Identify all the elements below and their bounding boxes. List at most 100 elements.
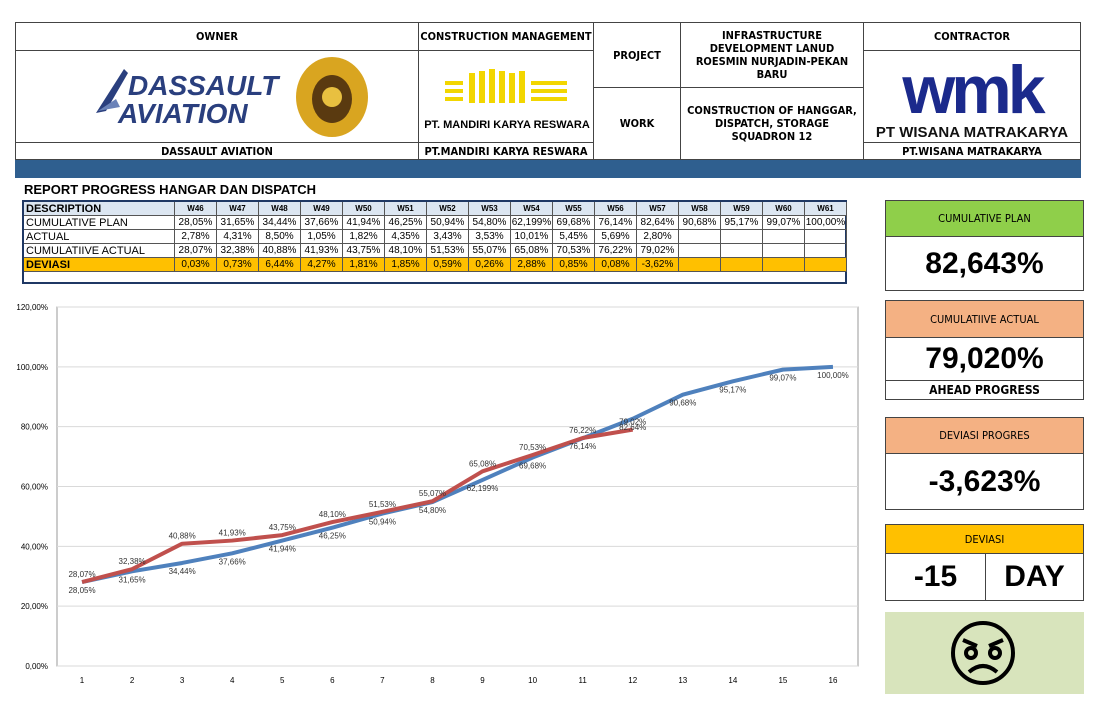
- owner-logo: DASSAULT AVIATION: [96, 57, 368, 137]
- table-cell: 43,75%: [343, 244, 385, 258]
- data-label: 51,53%: [369, 500, 396, 509]
- table-cell: 5,45%: [553, 230, 595, 244]
- data-label: 40,88%: [169, 532, 196, 541]
- table-cell: 99,07%: [763, 216, 805, 230]
- table-cell: 46,25%: [385, 216, 427, 230]
- table-cell: 0,73%: [217, 258, 259, 272]
- data-label: 48,10%: [319, 510, 346, 519]
- empty-cell: [805, 230, 847, 244]
- empty-cell: [763, 244, 805, 258]
- owner-logo-text: DASSAULT: [128, 70, 281, 101]
- data-label: 95,17%: [719, 385, 746, 394]
- table-cell: 41,93%: [301, 244, 343, 258]
- table-cell: 41,94%: [343, 216, 385, 230]
- data-label: 69,68%: [519, 462, 546, 471]
- table-cell: 82,64%: [637, 216, 679, 230]
- table-cell: 79,02%: [637, 244, 679, 258]
- table-cell: 2,88%: [511, 258, 553, 272]
- table-cell: 70,53%: [553, 244, 595, 258]
- table-header: W57: [637, 202, 679, 216]
- data-label: 90,68%: [669, 399, 696, 408]
- table-header: W47: [217, 202, 259, 216]
- project-label: PROJECT: [593, 22, 681, 88]
- table-cell: -3,62%: [637, 258, 679, 272]
- mood-box: [885, 612, 1084, 694]
- table-cell: 3,53%: [469, 230, 511, 244]
- x-tick-label: 12: [628, 676, 637, 685]
- empty-cell: [805, 258, 847, 272]
- x-tick-label: 7: [380, 676, 385, 685]
- contractor-title: CONTRACTOR: [863, 22, 1081, 51]
- series-line: [81, 364, 834, 585]
- table-cell: 48,10%: [385, 244, 427, 258]
- data-label: 43,75%: [269, 523, 296, 532]
- table-cell: 28,05%: [175, 216, 217, 230]
- empty-cell: [763, 258, 805, 272]
- band: [15, 160, 1081, 178]
- table-cell: 10,01%: [511, 230, 553, 244]
- progress-table: DESCRIPTION W46 W47 W48 W49 W50 W51 W52 W53 W54 W5…: [22, 200, 847, 284]
- table-cell: 55,07%: [469, 244, 511, 258]
- table-cell: 1,85%: [385, 258, 427, 272]
- table-cell: 4,27%: [301, 258, 343, 272]
- chart: 0,00% 20,00% 40,00% 60,00% 80,00% 100,00% 120,…: [16, 303, 859, 685]
- table-cell: 31,65%: [217, 216, 259, 230]
- table-header: W52: [427, 202, 469, 216]
- table-cell: 69,68%: [553, 216, 595, 230]
- data-label: 41,94%: [269, 545, 296, 554]
- x-tick-label: 11: [579, 676, 588, 685]
- empty-cell: [721, 258, 763, 272]
- table-cell: 76,14%: [595, 216, 637, 230]
- y-tick-label: 60,00%: [21, 483, 48, 492]
- work-text: CONSTRUCTION OF HANGGAR, DISPATCH, STORA…: [680, 87, 864, 160]
- data-label: 99,07%: [769, 374, 796, 383]
- contractor-logo: wmk PT WISANA MATRAKARYA: [876, 52, 1068, 141]
- table-header: W53: [469, 202, 511, 216]
- data-label: 32,38%: [119, 557, 146, 566]
- table-header: W50: [343, 202, 385, 216]
- panel-value: 82,643%: [885, 236, 1084, 291]
- table-cell: 0,85%: [553, 258, 595, 272]
- table-cell: 1,05%: [301, 230, 343, 244]
- x-tick-label: 1: [80, 676, 85, 685]
- table-cell: 90,68%: [679, 216, 721, 230]
- y-tick-label: 0,00%: [25, 662, 48, 671]
- data-label: 54,80%: [419, 506, 446, 515]
- x-tick-label: 10: [528, 676, 537, 685]
- table-cell: 62,199%: [511, 216, 553, 230]
- x-tick-label: 2: [130, 676, 135, 685]
- table-cell: 40,88%: [259, 244, 301, 258]
- series-line: [81, 427, 634, 584]
- empty-cell: [805, 244, 847, 258]
- table-header: W61: [805, 202, 847, 216]
- panel-value: 79,020%: [885, 337, 1084, 381]
- x-tick-label: 13: [678, 676, 687, 685]
- owner-logo-box: DASSAULT AVIATION: [15, 50, 419, 143]
- table-cell: 28,07%: [175, 244, 217, 258]
- table-cell: 95,17%: [721, 216, 763, 230]
- data-label: 100,00%: [817, 371, 849, 380]
- table-header: W58: [679, 202, 721, 216]
- data-label: 37,66%: [219, 557, 246, 566]
- table-header: W48: [259, 202, 301, 216]
- panel-note: AHEAD PROGRESS: [885, 380, 1084, 400]
- cm-logo-text: PT. MANDIRI KARYA RESWARA: [424, 119, 590, 131]
- owner-title: OWNER: [15, 22, 419, 51]
- panel-value: -3,623%: [885, 453, 1084, 510]
- data-label: 65,08%: [469, 459, 496, 468]
- row-label: DEVIASI: [24, 258, 175, 272]
- table-cell: 1,81%: [343, 258, 385, 272]
- y-tick-label: 80,00%: [21, 423, 48, 432]
- empty-cell: [721, 230, 763, 244]
- cm-logo: PT. MANDIRI KARYA RESWARA: [424, 69, 590, 131]
- data-label: 70,53%: [519, 443, 546, 452]
- data-label: 41,93%: [219, 529, 246, 538]
- row-label: CUMULATIVE PLAN: [24, 216, 175, 230]
- data-label: 79,02%: [619, 418, 646, 427]
- table-cell: 4,31%: [217, 230, 259, 244]
- table-cell: 65,08%: [511, 244, 553, 258]
- panel-value: -15: [885, 553, 986, 601]
- data-label: 50,94%: [369, 518, 396, 527]
- table-cell: 4,35%: [385, 230, 427, 244]
